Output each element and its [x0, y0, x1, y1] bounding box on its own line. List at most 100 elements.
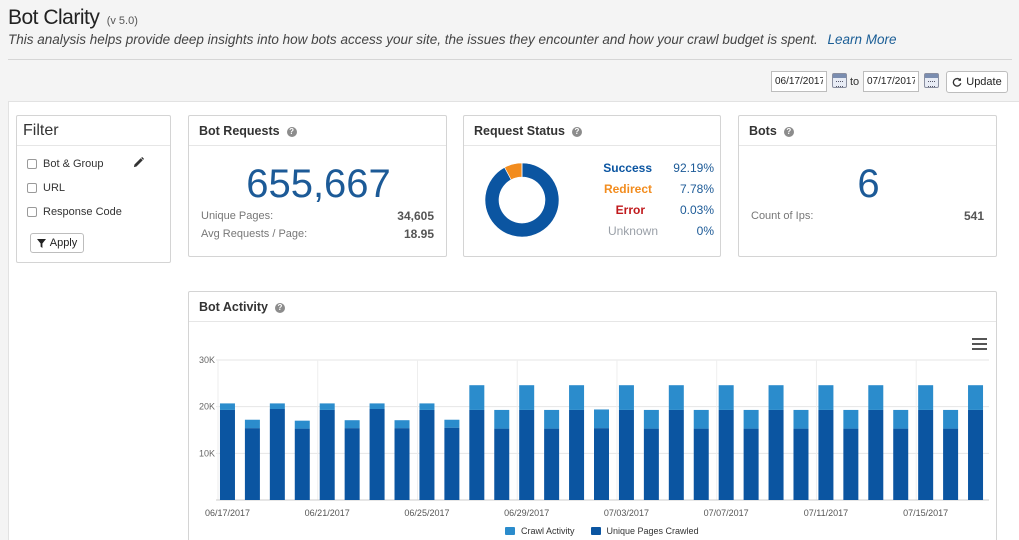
filter-url[interactable]: URL: [27, 182, 65, 194]
x-tick-label: 06/21/2017: [305, 508, 350, 518]
legend-swatch-crawl: [505, 527, 515, 535]
bar-unique-pages[interactable]: [319, 409, 335, 500]
bar-crawl-activity[interactable]: [519, 385, 535, 410]
filter-response-code[interactable]: Response Code: [27, 206, 122, 218]
bar-crawl-activity[interactable]: [668, 385, 684, 410]
status-error-label: Error: [615, 203, 645, 217]
bar-unique-pages[interactable]: [594, 428, 609, 500]
help-icon[interactable]: ?: [275, 303, 285, 313]
bar-unique-pages[interactable]: [668, 409, 684, 500]
bar-unique-pages[interactable]: [718, 409, 734, 500]
bar-crawl-activity[interactable]: [943, 409, 959, 429]
bar-unique-pages[interactable]: [394, 428, 410, 500]
bar-unique-pages[interactable]: [868, 409, 884, 500]
checkbox[interactable]: [27, 207, 37, 217]
bar-unique-pages[interactable]: [643, 428, 659, 500]
bar-crawl-activity[interactable]: [344, 420, 360, 429]
pencil-icon[interactable]: [133, 157, 144, 168]
bar-crawl-activity[interactable]: [868, 385, 884, 410]
bar-unique-pages[interactable]: [768, 409, 784, 500]
date-from-input[interactable]: [771, 71, 827, 92]
filter-bot-group[interactable]: Bot & Group: [27, 158, 104, 170]
bar-crawl-activity[interactable]: [918, 385, 934, 410]
bar-unique-pages[interactable]: [968, 409, 984, 500]
bar-unique-pages[interactable]: [893, 428, 909, 500]
page-header: Bot Clarity (v 5.0) This analysis helps …: [0, 0, 1019, 62]
card-divider: [739, 145, 996, 146]
help-icon[interactable]: ?: [286, 127, 297, 137]
help-icon[interactable]: ?: [572, 127, 582, 137]
apply-label: Apply: [49, 237, 78, 249]
bar-crawl-activity[interactable]: [219, 403, 235, 410]
filter-panel: Filter Bot & Group URL Response Code App…: [16, 115, 171, 263]
bar-crawl-activity[interactable]: [369, 403, 385, 409]
bar-crawl-activity[interactable]: [618, 385, 634, 410]
apply-button[interactable]: Apply: [30, 233, 84, 253]
x-tick-label: 07/11/2017: [804, 508, 848, 518]
bar-unique-pages[interactable]: [519, 409, 535, 500]
bot-requests-title: Bot Requests?: [199, 124, 297, 138]
bar-crawl-activity[interactable]: [768, 385, 784, 410]
calendar-icon[interactable]: [832, 73, 847, 88]
bar-unique-pages[interactable]: [469, 409, 485, 500]
bar-crawl-activity[interactable]: [594, 409, 609, 429]
bar-crawl-activity[interactable]: [569, 385, 585, 410]
bar-crawl-activity[interactable]: [244, 419, 260, 429]
bar-unique-pages[interactable]: [444, 427, 460, 500]
bar-unique-pages[interactable]: [843, 428, 859, 500]
bar-crawl-activity[interactable]: [494, 409, 510, 429]
bar-crawl-activity[interactable]: [419, 403, 435, 410]
bar-crawl-activity[interactable]: [269, 403, 285, 409]
bot-requests-card: Bot Requests? 655,667 Unique Pages: 34,6…: [188, 115, 447, 257]
bar-crawl-activity[interactable]: [544, 409, 560, 429]
bar-unique-pages[interactable]: [743, 428, 759, 500]
bar-unique-pages[interactable]: [793, 428, 809, 500]
bar-crawl-activity[interactable]: [793, 409, 809, 429]
bar-crawl-activity[interactable]: [893, 409, 909, 429]
status-unknown-pct: 0%: [696, 224, 714, 238]
filter-item-label: Bot & Group: [43, 158, 104, 170]
bar-crawl-activity[interactable]: [968, 385, 984, 410]
bots-count: 6: [857, 162, 880, 206]
bar-crawl-activity[interactable]: [743, 409, 759, 429]
help-icon[interactable]: ?: [783, 127, 794, 137]
bots-card: Bots? 6 Count of Ips: 541: [738, 115, 997, 257]
bar-unique-pages[interactable]: [544, 428, 560, 500]
learn-more-link[interactable]: Learn More: [827, 32, 897, 47]
bar-unique-pages[interactable]: [219, 409, 235, 500]
bar-crawl-activity[interactable]: [294, 420, 310, 429]
menu-icon[interactable]: [971, 337, 989, 351]
bar-unique-pages[interactable]: [943, 428, 959, 500]
bar-unique-pages[interactable]: [569, 409, 585, 500]
bar-unique-pages[interactable]: [344, 428, 360, 500]
bar-crawl-activity[interactable]: [444, 419, 460, 428]
bar-crawl-activity[interactable]: [843, 409, 859, 429]
bar-unique-pages[interactable]: [494, 428, 510, 500]
date-to-input[interactable]: [863, 71, 919, 92]
legend-unique-pages[interactable]: Unique Pages Crawled: [606, 526, 699, 536]
app-title: Bot Clarity (v 5.0): [8, 6, 138, 30]
bar-crawl-activity[interactable]: [469, 385, 485, 410]
checkbox[interactable]: [27, 159, 37, 169]
bar-unique-pages[interactable]: [419, 409, 435, 500]
bar-crawl-activity[interactable]: [394, 420, 410, 429]
donut-slice-success[interactable]: [484, 162, 560, 238]
calendar-icon[interactable]: [924, 73, 939, 88]
bar-unique-pages[interactable]: [693, 428, 709, 500]
bar-crawl-activity[interactable]: [718, 385, 734, 410]
bar-crawl-activity[interactable]: [693, 409, 709, 429]
bar-unique-pages[interactable]: [818, 409, 834, 500]
bar-unique-pages[interactable]: [294, 428, 310, 500]
bar-unique-pages[interactable]: [918, 409, 934, 500]
bar-unique-pages[interactable]: [618, 409, 634, 500]
legend-crawl-activity[interactable]: Crawl Activity: [521, 526, 575, 536]
bar-crawl-activity[interactable]: [818, 385, 834, 410]
bar-crawl-activity[interactable]: [319, 403, 335, 410]
bar-unique-pages[interactable]: [244, 428, 260, 500]
bar-unique-pages[interactable]: [369, 409, 385, 500]
avg-requests-label: Avg Requests / Page:: [201, 228, 308, 240]
update-button[interactable]: Update: [946, 71, 1008, 93]
checkbox[interactable]: [27, 183, 37, 193]
bar-unique-pages[interactable]: [269, 409, 285, 500]
bar-crawl-activity[interactable]: [643, 409, 659, 429]
